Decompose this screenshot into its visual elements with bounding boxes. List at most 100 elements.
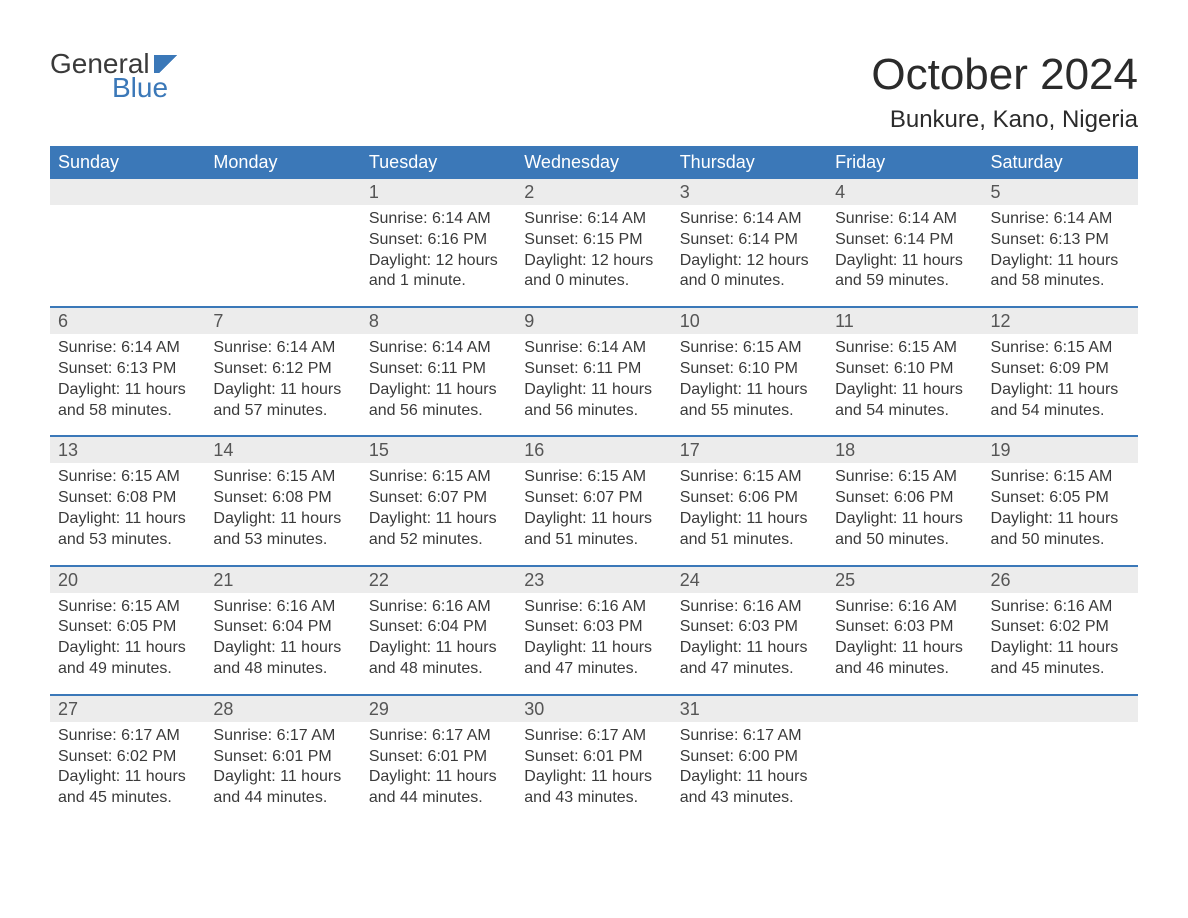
- daylight-line-2: and 59 minutes.: [835, 271, 974, 292]
- week-body-row: Sunrise: 6:15 AMSunset: 6:05 PMDaylight:…: [50, 593, 1138, 694]
- daylight-line-1: Daylight: 11 hours: [680, 638, 819, 659]
- day-number: 18: [827, 437, 982, 463]
- day-number: 7: [205, 308, 360, 334]
- daylight-line-1: Daylight: 11 hours: [524, 509, 663, 530]
- daylight-line-1: Daylight: 11 hours: [58, 380, 197, 401]
- daylight-line-2: and 45 minutes.: [991, 659, 1130, 680]
- sunrise-line: Sunrise: 6:17 AM: [213, 726, 352, 747]
- daylight-line-2: and 56 minutes.: [524, 401, 663, 422]
- sunrise-line: Sunrise: 6:14 AM: [991, 209, 1130, 230]
- header: General Blue October 2024 Bunkure, Kano,…: [50, 50, 1138, 134]
- sunset-line: Sunset: 6:02 PM: [58, 747, 197, 768]
- sunset-line: Sunset: 6:10 PM: [835, 359, 974, 380]
- sunset-line: Sunset: 6:08 PM: [58, 488, 197, 509]
- daylight-line-2: and 58 minutes.: [58, 401, 197, 422]
- daylight-line-1: Daylight: 12 hours: [680, 251, 819, 272]
- day-cell: Sunrise: 6:16 AMSunset: 6:04 PMDaylight:…: [361, 593, 516, 680]
- daylight-line-1: Daylight: 12 hours: [524, 251, 663, 272]
- day-cell: Sunrise: 6:17 AMSunset: 6:00 PMDaylight:…: [672, 722, 827, 809]
- day-cell: Sunrise: 6:16 AMSunset: 6:03 PMDaylight:…: [672, 593, 827, 680]
- daylight-line-1: Daylight: 12 hours: [369, 251, 508, 272]
- weekday-header: Saturday: [983, 146, 1138, 179]
- daylight-line-1: Daylight: 11 hours: [213, 638, 352, 659]
- day-number: [827, 696, 982, 722]
- daylight-line-2: and 0 minutes.: [524, 271, 663, 292]
- sunrise-line: Sunrise: 6:16 AM: [213, 597, 352, 618]
- daylight-line-1: Daylight: 11 hours: [369, 767, 508, 788]
- logo-text-blue: Blue: [50, 74, 182, 102]
- sunrise-line: Sunrise: 6:14 AM: [835, 209, 974, 230]
- daylight-line-1: Daylight: 11 hours: [524, 380, 663, 401]
- daylight-line-2: and 57 minutes.: [213, 401, 352, 422]
- sunrise-line: Sunrise: 6:16 AM: [991, 597, 1130, 618]
- sunrise-line: Sunrise: 6:17 AM: [58, 726, 197, 747]
- weekday-header: Sunday: [50, 146, 205, 179]
- sunset-line: Sunset: 6:10 PM: [680, 359, 819, 380]
- day-number: 13: [50, 437, 205, 463]
- day-number: 4: [827, 179, 982, 205]
- sunrise-line: Sunrise: 6:14 AM: [213, 338, 352, 359]
- day-number: 27: [50, 696, 205, 722]
- day-cell: [983, 722, 1138, 809]
- sunset-line: Sunset: 6:04 PM: [369, 617, 508, 638]
- daylight-line-2: and 52 minutes.: [369, 530, 508, 551]
- daylight-line-1: Daylight: 11 hours: [680, 509, 819, 530]
- daylight-line-1: Daylight: 11 hours: [213, 767, 352, 788]
- day-number: 28: [205, 696, 360, 722]
- daylight-line-2: and 44 minutes.: [213, 788, 352, 809]
- sunrise-line: Sunrise: 6:15 AM: [991, 467, 1130, 488]
- daylight-line-1: Daylight: 11 hours: [58, 638, 197, 659]
- sunset-line: Sunset: 6:01 PM: [369, 747, 508, 768]
- weekday-header-row: Sunday Monday Tuesday Wednesday Thursday…: [50, 146, 1138, 179]
- day-cell: Sunrise: 6:14 AMSunset: 6:16 PMDaylight:…: [361, 205, 516, 292]
- sunrise-line: Sunrise: 6:14 AM: [524, 209, 663, 230]
- sunset-line: Sunset: 6:06 PM: [680, 488, 819, 509]
- sunset-line: Sunset: 6:03 PM: [680, 617, 819, 638]
- sunset-line: Sunset: 6:01 PM: [213, 747, 352, 768]
- day-number: 30: [516, 696, 671, 722]
- daylight-line-2: and 48 minutes.: [369, 659, 508, 680]
- title-block: October 2024 Bunkure, Kano, Nigeria: [871, 50, 1138, 134]
- sunset-line: Sunset: 6:16 PM: [369, 230, 508, 251]
- sunset-line: Sunset: 6:09 PM: [991, 359, 1130, 380]
- day-cell: [205, 205, 360, 292]
- daynum-row: 20212223242526: [50, 567, 1138, 593]
- week-body-row: Sunrise: 6:15 AMSunset: 6:08 PMDaylight:…: [50, 463, 1138, 564]
- daylight-line-1: Daylight: 11 hours: [524, 638, 663, 659]
- daylight-line-1: Daylight: 11 hours: [835, 251, 974, 272]
- weekday-header: Thursday: [672, 146, 827, 179]
- daylight-line-2: and 54 minutes.: [991, 401, 1130, 422]
- day-number: 1: [361, 179, 516, 205]
- day-number: 3: [672, 179, 827, 205]
- day-number: 24: [672, 567, 827, 593]
- daylight-line-2: and 43 minutes.: [680, 788, 819, 809]
- sunset-line: Sunset: 6:01 PM: [524, 747, 663, 768]
- sunset-line: Sunset: 6:12 PM: [213, 359, 352, 380]
- daylight-line-2: and 50 minutes.: [835, 530, 974, 551]
- day-number: 15: [361, 437, 516, 463]
- day-number: 8: [361, 308, 516, 334]
- day-cell: Sunrise: 6:16 AMSunset: 6:03 PMDaylight:…: [516, 593, 671, 680]
- sunset-line: Sunset: 6:15 PM: [524, 230, 663, 251]
- daynum-row: 13141516171819: [50, 437, 1138, 463]
- daylight-line-2: and 43 minutes.: [524, 788, 663, 809]
- daylight-line-1: Daylight: 11 hours: [213, 509, 352, 530]
- daylight-line-2: and 51 minutes.: [524, 530, 663, 551]
- daylight-line-2: and 51 minutes.: [680, 530, 819, 551]
- sunrise-line: Sunrise: 6:15 AM: [58, 467, 197, 488]
- daylight-line-1: Daylight: 11 hours: [369, 380, 508, 401]
- daylight-line-2: and 49 minutes.: [58, 659, 197, 680]
- daylight-line-1: Daylight: 11 hours: [991, 380, 1130, 401]
- day-cell: Sunrise: 6:17 AMSunset: 6:01 PMDaylight:…: [516, 722, 671, 809]
- sunrise-line: Sunrise: 6:14 AM: [524, 338, 663, 359]
- daylight-line-2: and 45 minutes.: [58, 788, 197, 809]
- daylight-line-2: and 44 minutes.: [369, 788, 508, 809]
- sunrise-line: Sunrise: 6:17 AM: [680, 726, 819, 747]
- daynum-row: 2728293031: [50, 696, 1138, 722]
- day-cell: Sunrise: 6:15 AMSunset: 6:08 PMDaylight:…: [50, 463, 205, 550]
- day-number: 22: [361, 567, 516, 593]
- weekday-header: Friday: [827, 146, 982, 179]
- sunset-line: Sunset: 6:00 PM: [680, 747, 819, 768]
- day-number: 19: [983, 437, 1138, 463]
- daylight-line-2: and 56 minutes.: [369, 401, 508, 422]
